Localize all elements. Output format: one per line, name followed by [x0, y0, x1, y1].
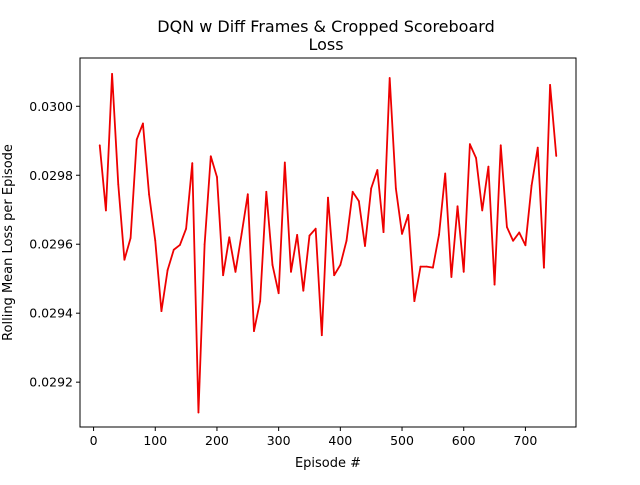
data-point — [240, 232, 243, 235]
data-point — [216, 176, 218, 178]
data-point — [172, 248, 175, 251]
data-point — [431, 266, 434, 269]
data-point — [450, 276, 453, 278]
data-point — [160, 310, 163, 313]
x-tick-label: 600 — [452, 433, 476, 448]
data-point — [314, 227, 317, 230]
data-point — [407, 214, 410, 216]
chart-title: DQN w Diff Frames & Cropped Scoreboard — [157, 17, 494, 36]
x-tick-label: 500 — [390, 433, 414, 448]
data-point — [493, 283, 496, 286]
y-tick-label: 0.0298 — [29, 168, 73, 183]
data-point — [382, 231, 385, 234]
data-point — [345, 239, 348, 242]
data-point — [327, 196, 329, 199]
data-point — [234, 270, 237, 273]
data-point — [333, 274, 336, 277]
x-tick-label: 100 — [143, 433, 167, 448]
data-point — [487, 165, 490, 168]
data-point — [555, 155, 558, 157]
x-axis: 0 100 200 300 400 500 600 700 — [90, 427, 537, 448]
data-point — [549, 84, 551, 86]
data-point — [283, 161, 286, 164]
y-axis: 0.0292 0.0294 0.0296 0.0298 0.0300 — [29, 99, 80, 390]
data-point — [425, 265, 428, 268]
data-point — [370, 187, 373, 190]
data-point — [154, 239, 157, 242]
data-point — [290, 270, 292, 273]
data-point — [228, 236, 231, 239]
data-point — [302, 289, 305, 292]
x-axis-label: Episode # — [295, 456, 361, 471]
data-point — [179, 244, 181, 246]
data-point — [462, 270, 465, 273]
data-point — [253, 330, 255, 333]
data-point — [246, 193, 249, 196]
x-tick-label: 200 — [205, 433, 229, 448]
data-point — [543, 266, 545, 269]
y-tick-label: 0.0300 — [29, 99, 73, 114]
data-point — [506, 226, 508, 228]
axes-frame — [79, 57, 577, 428]
data-point — [296, 234, 299, 236]
x-tick-label: 400 — [328, 433, 352, 448]
data-point — [271, 264, 274, 266]
data-point — [105, 209, 107, 212]
data-point — [277, 292, 280, 295]
y-tick-label: 0.0294 — [29, 306, 73, 321]
data-point — [117, 183, 120, 186]
data-point — [530, 184, 533, 187]
data-point — [98, 144, 101, 147]
data-point — [123, 258, 126, 261]
data-point — [536, 146, 539, 149]
data-point — [518, 231, 521, 234]
y-tick-label: 0.0292 — [29, 375, 73, 390]
data-point — [413, 300, 416, 303]
data-point — [524, 244, 527, 247]
data-point — [142, 122, 144, 125]
data-point — [438, 233, 440, 236]
x-tick-label: 700 — [513, 433, 537, 448]
data-point — [481, 209, 484, 212]
data-point — [129, 237, 132, 239]
data-point — [111, 72, 113, 75]
data-point — [456, 205, 459, 208]
data-point — [185, 227, 188, 230]
data-point — [265, 190, 268, 193]
data-point — [376, 169, 379, 171]
data-point — [364, 245, 366, 247]
data-point — [135, 138, 138, 141]
data-point — [512, 239, 514, 242]
data-point — [308, 234, 311, 237]
data-point — [191, 162, 194, 165]
x-tick-label: 0 — [90, 433, 98, 448]
data-point — [222, 274, 225, 277]
x-tick-label: 300 — [267, 433, 291, 448]
data-point — [203, 243, 206, 246]
data-point — [166, 269, 169, 271]
data-point — [351, 190, 354, 193]
data-point — [475, 157, 477, 159]
data-point — [209, 155, 212, 158]
y-tick-label: 0.0296 — [29, 237, 73, 252]
data-point — [499, 144, 502, 147]
data-point — [394, 187, 397, 190]
data-point — [388, 77, 391, 79]
data-point — [357, 200, 360, 203]
plot-area — [98, 72, 558, 414]
data-point — [197, 411, 200, 414]
y-axis-label: Rolling Mean Loss per Episode — [1, 144, 16, 341]
data-point — [339, 264, 342, 266]
data-point — [148, 193, 150, 196]
chart-subtitle: Loss — [308, 35, 343, 54]
data-point — [419, 265, 422, 268]
data-point — [401, 232, 403, 235]
data-point — [444, 172, 447, 175]
data-point — [320, 334, 323, 337]
data-point — [259, 300, 262, 303]
data-point — [468, 143, 471, 146]
